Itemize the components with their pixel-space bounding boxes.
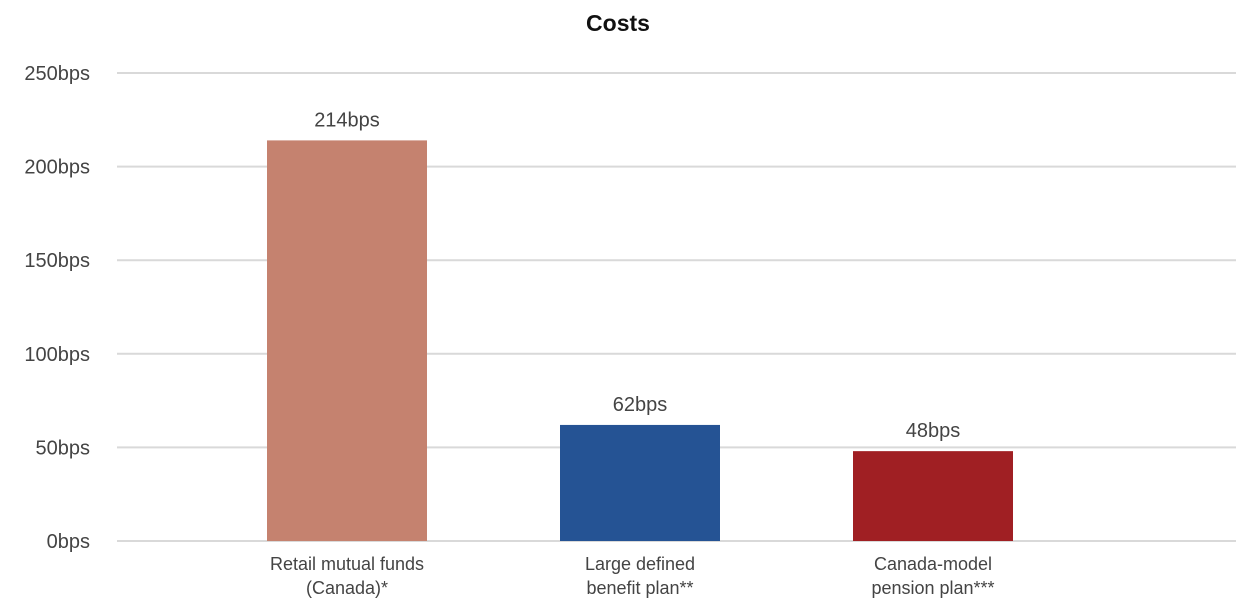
x-category-label: Canada-model	[874, 554, 992, 574]
data-label: 214bps	[314, 109, 380, 131]
y-tick-label: 150bps	[24, 250, 90, 272]
x-category-label: (Canada)*	[306, 578, 388, 598]
bars	[267, 140, 1013, 541]
y-axis-ticks: 0bps 50bps 100bps 150bps 200bps 250bps	[24, 63, 90, 553]
x-category-label: Large defined	[585, 554, 695, 574]
y-tick-label: 50bps	[36, 437, 91, 459]
x-category-label: benefit plan**	[586, 578, 693, 598]
data-label: 62bps	[613, 394, 668, 416]
y-tick-label: 100bps	[24, 344, 90, 366]
x-category-label: pension plan***	[871, 578, 994, 598]
bar	[853, 451, 1013, 541]
y-tick-label: 200bps	[24, 157, 90, 179]
x-axis-categories: Retail mutual funds (Canada)* Large define…	[270, 554, 995, 598]
y-tick-label: 250bps	[24, 63, 90, 85]
data-label: 48bps	[906, 420, 961, 442]
data-labels: 214bps 62bps 48bps	[314, 109, 960, 442]
bar	[267, 140, 427, 541]
y-tick-label: 0bps	[47, 531, 90, 553]
x-category-label: Retail mutual funds	[270, 554, 424, 574]
chart-title: Costs	[586, 10, 650, 36]
bar	[560, 424, 720, 541]
